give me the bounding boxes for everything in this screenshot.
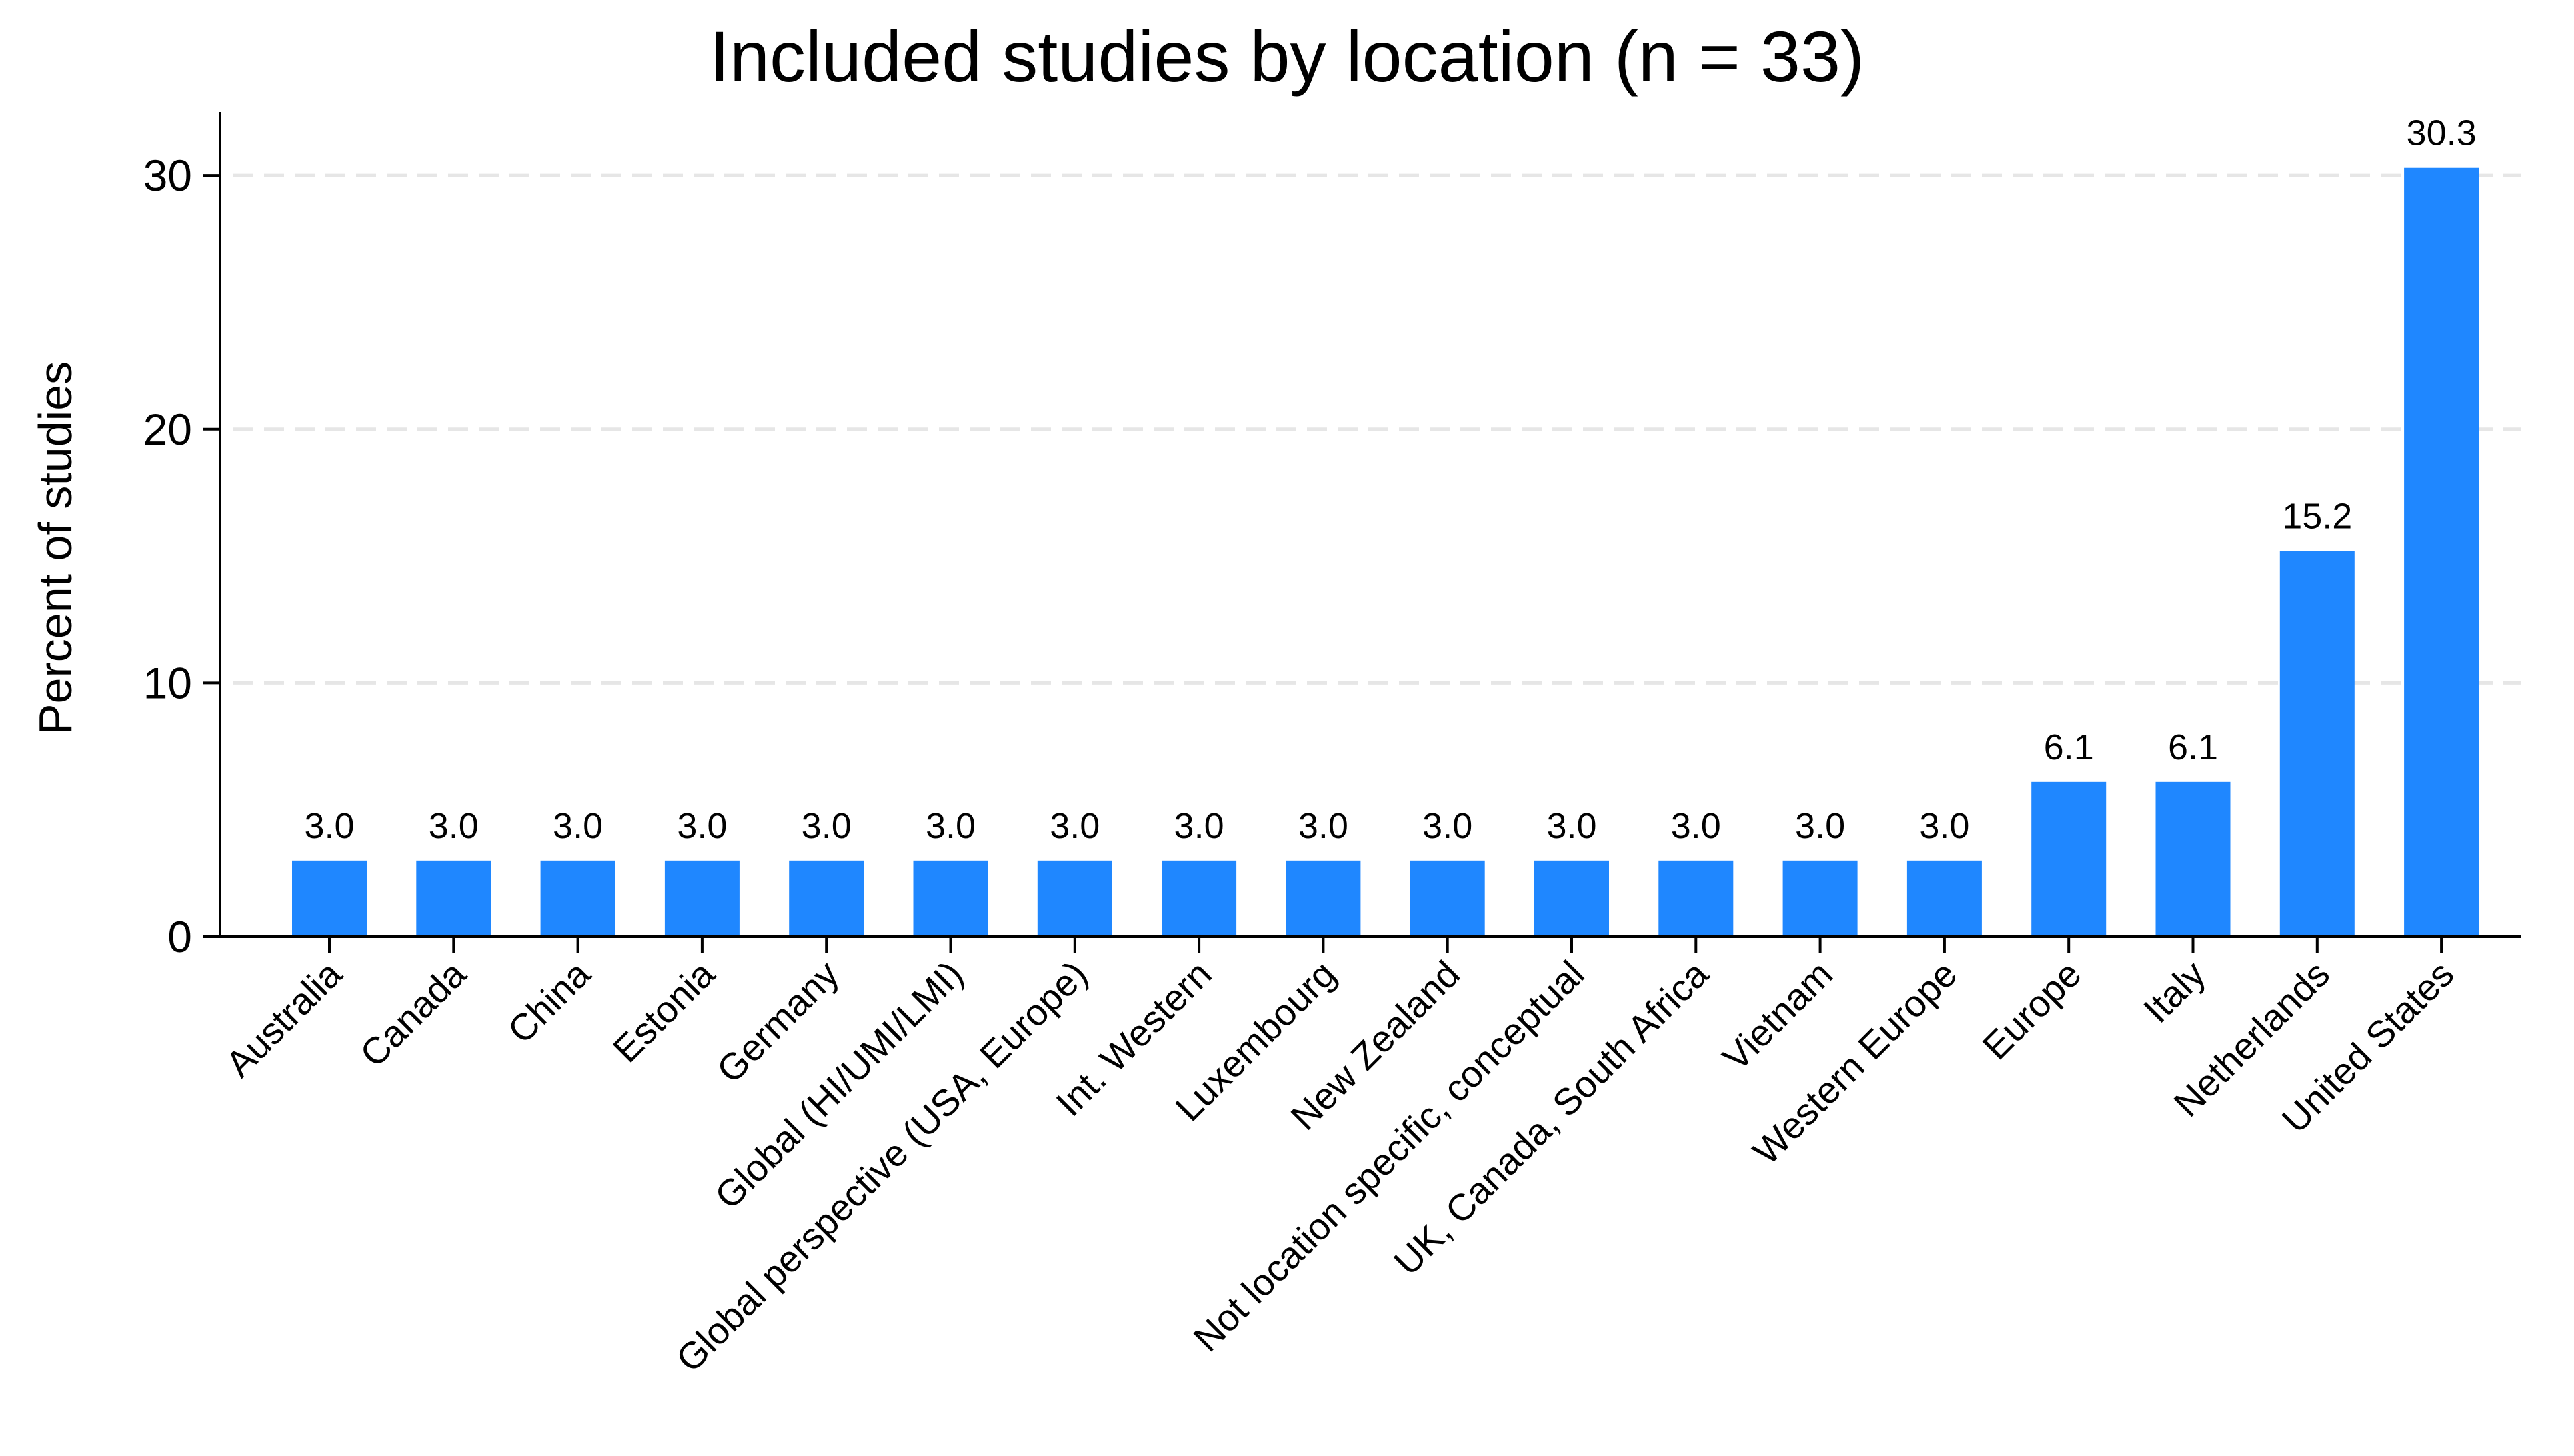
data-label: 3.0 xyxy=(802,806,852,846)
bar xyxy=(1534,860,1609,937)
bar xyxy=(2404,167,2479,937)
axes xyxy=(203,112,2521,953)
data-label: 3.0 xyxy=(1795,806,1845,846)
data-label: 3.0 xyxy=(926,806,976,846)
bar xyxy=(2155,781,2231,937)
bar xyxy=(1286,860,1361,937)
data-label: 6.1 xyxy=(2168,727,2218,767)
bar xyxy=(913,860,988,937)
data-label: 3.0 xyxy=(304,806,354,846)
data-label: 3.0 xyxy=(677,806,727,846)
y-tick-label: 20 xyxy=(143,405,192,454)
data-label: 3.0 xyxy=(429,806,479,846)
chart-title: Included studies by location (n = 33) xyxy=(710,16,1864,97)
data-label: 3.0 xyxy=(1050,806,1100,846)
bar xyxy=(292,860,367,937)
bar xyxy=(789,860,864,937)
data-label: 30.3 xyxy=(2407,113,2477,153)
data-label: 3.0 xyxy=(1422,806,1472,846)
bars xyxy=(292,167,2479,937)
data-label: 3.0 xyxy=(1671,806,1721,846)
data-label: 3.0 xyxy=(1919,806,1969,846)
bar xyxy=(1410,860,1485,937)
data-label: 15.2 xyxy=(2282,496,2352,536)
y-axis-label: Percent of studies xyxy=(29,361,81,735)
bar xyxy=(1037,860,1112,937)
data-label: 6.1 xyxy=(2044,727,2094,767)
data-label: 3.0 xyxy=(1174,806,1224,846)
bar xyxy=(1658,860,1734,937)
bar xyxy=(664,860,740,937)
y-tick-label: 30 xyxy=(143,151,192,200)
bar xyxy=(1906,860,1982,937)
data-label: 3.0 xyxy=(553,806,603,846)
data-label: 3.0 xyxy=(1298,806,1348,846)
bar xyxy=(2031,781,2107,937)
y-tick-label: 10 xyxy=(143,658,192,707)
gridlines xyxy=(233,173,2521,685)
bar xyxy=(2279,551,2355,937)
bar xyxy=(1782,860,1858,937)
bar xyxy=(416,860,491,937)
y-tick-label: 0 xyxy=(167,912,192,961)
bar xyxy=(540,860,615,937)
data-label: 3.0 xyxy=(1546,806,1596,846)
bar xyxy=(1162,860,1237,937)
